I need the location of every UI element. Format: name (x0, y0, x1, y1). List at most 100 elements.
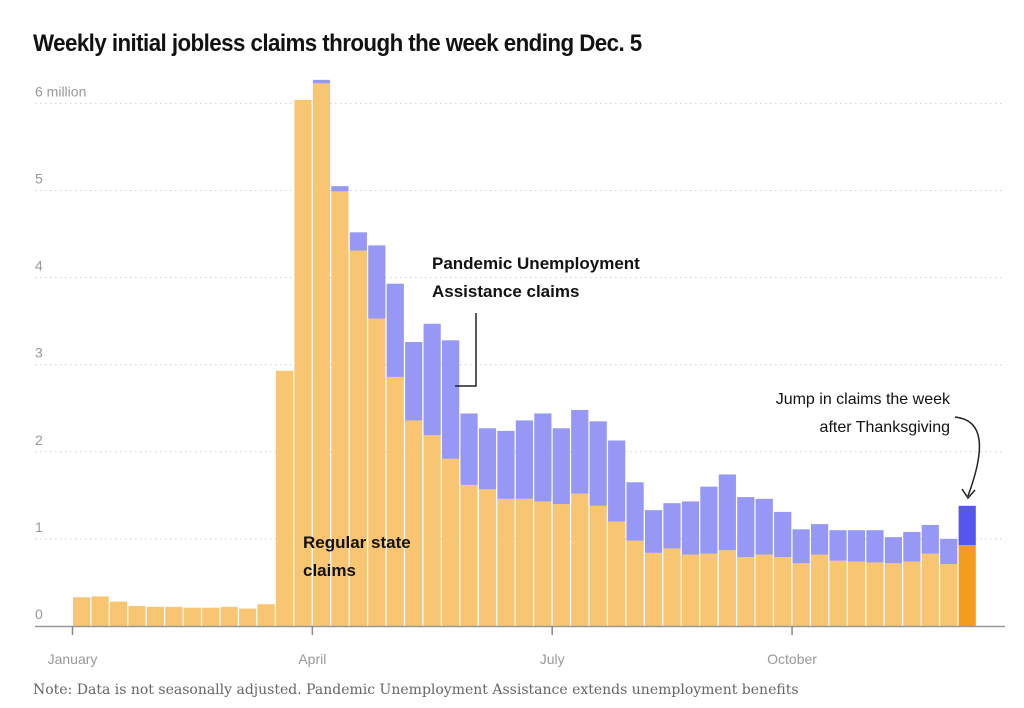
bar-pua-apr-18 (349, 232, 367, 251)
pua-annotation: Pandemic Unemployment Assistance claims (432, 250, 640, 306)
bar-regular-jun-27 (534, 501, 552, 626)
bar-pua-nov-14 (903, 531, 921, 562)
bar-pua-nov-28 (940, 538, 958, 565)
bar-regular-feb-22 (202, 607, 220, 626)
bar-pua-dec-5 (958, 505, 976, 545)
bar-regular-apr-11 (331, 191, 349, 626)
bar-regular-oct-24 (847, 561, 866, 626)
bar-pua-apr-11 (331, 186, 349, 192)
bar-pua-jun-20 (515, 420, 533, 499)
x-tick-label: October (767, 651, 817, 667)
bar-pua-may-2 (386, 283, 404, 377)
bar-pua-jul-4 (552, 428, 570, 505)
bar-regular-jan-18 (109, 601, 128, 626)
bar-regular-apr-25 (368, 318, 386, 626)
bar-regular-nov-21 (921, 553, 939, 626)
bar-pua-nov-7 (884, 537, 902, 564)
bar-pua-apr-4 (312, 79, 331, 84)
bar-regular-nov-14 (903, 561, 921, 626)
bar-regular-aug-22 (681, 554, 700, 626)
bar-regular-may-2 (386, 376, 404, 626)
bar-regular-jun-6 (478, 489, 497, 626)
bar-regular-mar-28 (294, 99, 312, 626)
y-tick-label: 5 (35, 171, 43, 187)
bar-regular-sep-26 (774, 557, 792, 626)
bar-regular-mar-21 (275, 370, 294, 626)
bar-regular-nov-28 (940, 564, 958, 626)
bar-regular-oct-31 (866, 562, 884, 626)
bar-pua-aug-15 (663, 503, 681, 549)
bar-regular-oct-17 (829, 560, 847, 626)
bar-regular-aug-29 (700, 553, 718, 626)
bar-regular-may-30 (460, 484, 478, 626)
bar-pua-aug-29 (700, 486, 718, 554)
bar-pua-jul-11 (571, 409, 589, 494)
bar-regular-mar-7 (239, 608, 257, 626)
x-tick-label: January (48, 651, 98, 667)
bar-regular-jul-11 (571, 493, 589, 626)
bar-regular-may-16 (423, 435, 441, 626)
regular-annotation-line2: claims (303, 561, 356, 580)
chart-title: Weekly initial jobless claims through th… (33, 30, 642, 57)
bar-regular-sep-12 (737, 557, 755, 626)
bar-pua-aug-22 (681, 501, 700, 555)
bar-regular-apr-18 (349, 250, 367, 626)
bar-regular-may-23 (442, 458, 460, 626)
bar-regular-mar-14 (257, 604, 275, 626)
jump-arrow-line (954, 416, 981, 497)
y-tick-label: 0 (35, 606, 43, 622)
regular-annotation-line1: Regular state (303, 533, 411, 552)
bar-pua-sep-19 (755, 498, 773, 555)
bar-pua-oct-3 (792, 529, 810, 564)
bar-regular-jan-11 (91, 596, 109, 626)
bar-regular-jun-20 (515, 498, 533, 626)
x-tick-label: July (540, 651, 565, 667)
bar-regular-sep-19 (755, 554, 773, 626)
regular-annotation: Regular state claims (303, 529, 411, 585)
bar-pua-may-23 (442, 340, 460, 459)
pua-annotation-line1: Pandemic Unemployment (432, 254, 640, 273)
bar-regular-jul-4 (552, 504, 570, 626)
jump-arrow-head-icon (961, 488, 976, 500)
y-tick-label: 1 (35, 519, 43, 535)
bar-regular-aug-8 (644, 552, 663, 626)
y-tick-label: 4 (35, 258, 43, 274)
bar-pua-oct-31 (866, 530, 884, 563)
bar-pua-oct-24 (847, 530, 866, 562)
bar-pua-may-16 (423, 323, 441, 436)
x-tick-label: April (298, 651, 326, 667)
pua-leader-line (455, 313, 477, 387)
bar-pua-jun-13 (497, 430, 515, 499)
bar-regular-jun-13 (497, 498, 515, 626)
bar-regular-jul-18 (589, 505, 607, 626)
bar-pua-aug-1 (626, 482, 644, 541)
bar-regular-feb-29 (220, 606, 238, 626)
bar-pua-oct-17 (829, 530, 847, 561)
bar-regular-aug-15 (663, 548, 681, 626)
bar-regular-feb-15 (183, 607, 201, 626)
jump-annotation-line1: Jump in claims the week (775, 391, 950, 408)
bar-regular-dec-5 (958, 544, 976, 626)
bar-pua-sep-12 (737, 497, 755, 558)
bar-pua-jul-25 (608, 440, 626, 522)
bar-pua-aug-8 (644, 510, 663, 553)
pua-annotation-line2: Assistance claims (432, 282, 580, 301)
bar-regular-nov-7 (884, 563, 902, 626)
bar-regular-feb-1 (146, 606, 164, 626)
bar-regular-jul-25 (608, 521, 626, 626)
bar-regular-apr-4 (312, 83, 331, 626)
chart-note: Note: Data is not seasonally adjusted. P… (33, 682, 799, 698)
bar-pua-sep-26 (774, 511, 792, 558)
bar-pua-may-30 (460, 413, 478, 485)
jump-annotation-line2: after Thanksgiving (819, 419, 950, 436)
bar-pua-oct-10 (811, 524, 829, 555)
y-tick-label: 2 (35, 432, 43, 448)
bar-pua-jun-6 (478, 428, 497, 490)
jump-annotation: Jump in claims the week after Thanksgivi… (776, 386, 950, 442)
bar-regular-sep-5 (718, 550, 736, 626)
bar-regular-feb-8 (165, 606, 183, 626)
bar-pua-jul-18 (589, 421, 607, 506)
bar-pua-apr-25 (368, 245, 386, 319)
bar-pua-nov-21 (921, 524, 939, 554)
